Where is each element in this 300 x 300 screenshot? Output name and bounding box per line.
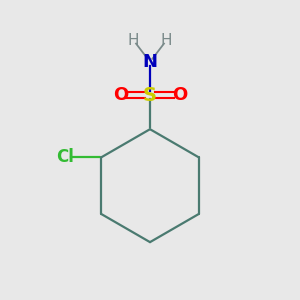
Text: H: H xyxy=(160,32,172,47)
Text: O: O xyxy=(113,86,128,104)
Text: H: H xyxy=(128,32,140,47)
Text: O: O xyxy=(172,86,187,104)
Text: N: N xyxy=(142,53,158,71)
Text: Cl: Cl xyxy=(56,148,74,166)
Text: S: S xyxy=(143,85,157,104)
